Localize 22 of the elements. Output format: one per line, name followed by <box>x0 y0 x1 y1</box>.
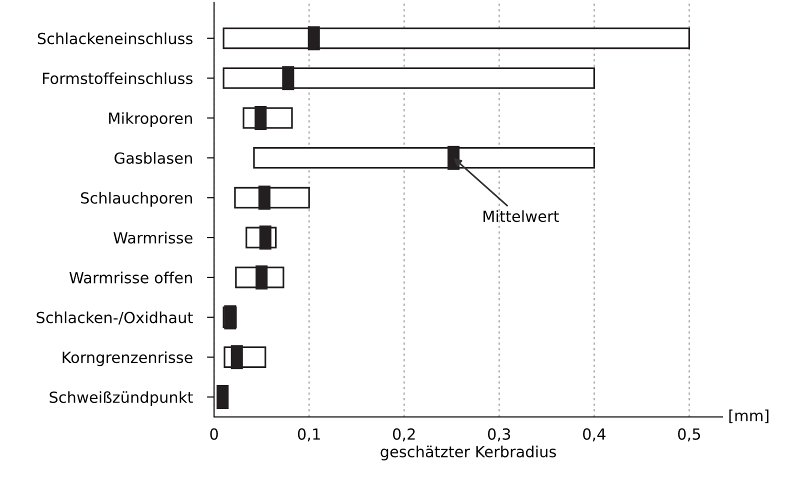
y-tick-label: Gasblasen <box>114 152 192 164</box>
y-tick-label: Formstoffeinschluss <box>42 72 192 84</box>
x-tick-label: 0,2 <box>392 428 415 442</box>
bar <box>253 147 596 169</box>
bar <box>222 67 596 89</box>
y-tick-label: Schlacken-/Oxidhaut <box>36 311 193 325</box>
x-tick-label: 0,5 <box>678 428 700 442</box>
x-axis-title: geschätzter Kerbradius <box>380 446 556 460</box>
text: [mm] <box>729 410 768 424</box>
annotation: Mittelwert <box>484 210 559 222</box>
bar <box>222 27 690 50</box>
y-tick-label: Korngrenzenrisse <box>62 351 192 366</box>
y-tick-label: Schlackeneinschluss <box>38 32 192 44</box>
x-tick-label: 0 <box>210 428 218 440</box>
y-tick-label: Warmrisse offen <box>69 272 192 284</box>
x-tick-label: 0,1 <box>298 428 320 442</box>
y-tick-label: Warmrisse <box>114 232 192 244</box>
x-tick-label: 0,4 <box>583 428 606 442</box>
y-tick-label: Schweißzündpunkt <box>50 391 193 406</box>
y-tick-label: Mikroporen <box>109 112 192 127</box>
x-tick-label: 0,3 <box>488 428 510 442</box>
y-tick-label: Schlauchporen <box>81 192 192 207</box>
